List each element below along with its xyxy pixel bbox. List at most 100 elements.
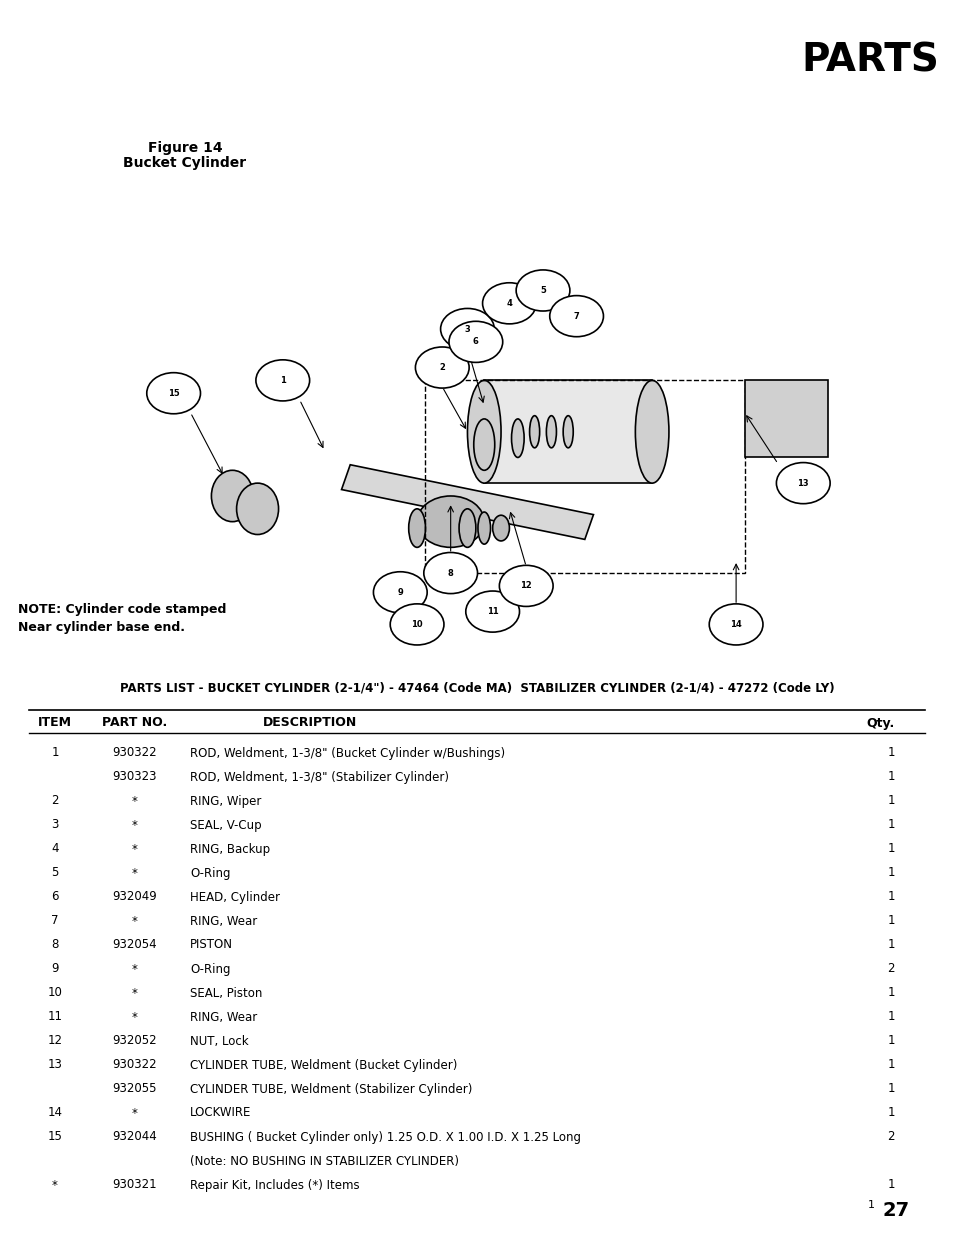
Text: 1: 1 bbox=[867, 1200, 874, 1210]
Text: O-Ring: O-Ring bbox=[190, 867, 231, 879]
Ellipse shape bbox=[467, 380, 500, 483]
Text: 4: 4 bbox=[506, 299, 512, 308]
Text: 6: 6 bbox=[51, 890, 59, 904]
Text: CYLINDER TUBE, Weldment (Bucket Cylinder): CYLINDER TUBE, Weldment (Bucket Cylinder… bbox=[190, 1058, 456, 1072]
Text: *: * bbox=[132, 794, 138, 808]
Text: 932054: 932054 bbox=[112, 939, 157, 951]
Text: 27: 27 bbox=[882, 1200, 909, 1219]
Text: 1: 1 bbox=[886, 890, 894, 904]
Circle shape bbox=[465, 592, 519, 632]
Ellipse shape bbox=[635, 380, 668, 483]
Circle shape bbox=[516, 270, 569, 311]
Ellipse shape bbox=[529, 416, 539, 448]
Text: 3: 3 bbox=[464, 325, 470, 333]
Text: 932049: 932049 bbox=[112, 890, 157, 904]
Text: *: * bbox=[52, 1178, 58, 1192]
Text: 13: 13 bbox=[797, 479, 808, 488]
Text: 1: 1 bbox=[279, 375, 285, 385]
Text: SEAL, V-Cup: SEAL, V-Cup bbox=[190, 819, 261, 831]
Bar bbox=[484, 380, 652, 483]
Text: 932044: 932044 bbox=[112, 1130, 157, 1144]
Circle shape bbox=[776, 463, 829, 504]
FancyBboxPatch shape bbox=[743, 380, 827, 457]
Text: 4: 4 bbox=[51, 842, 59, 856]
Text: *: * bbox=[132, 914, 138, 927]
Text: *: * bbox=[132, 842, 138, 856]
Text: 2: 2 bbox=[439, 363, 445, 372]
Ellipse shape bbox=[511, 419, 523, 457]
Text: 1: 1 bbox=[51, 746, 59, 760]
Text: 14: 14 bbox=[729, 620, 741, 629]
Text: 1: 1 bbox=[886, 939, 894, 951]
Text: 1: 1 bbox=[886, 1178, 894, 1192]
Text: NOTE: Cylinder code stamped
Near cylinder base end.: NOTE: Cylinder code stamped Near cylinde… bbox=[18, 603, 226, 634]
Text: 1: 1 bbox=[886, 819, 894, 831]
Text: Figure 14: Figure 14 bbox=[148, 141, 222, 156]
Circle shape bbox=[255, 359, 310, 401]
Text: PARTS: PARTS bbox=[801, 41, 938, 79]
Circle shape bbox=[549, 295, 603, 337]
Ellipse shape bbox=[492, 515, 509, 541]
Text: 1: 1 bbox=[886, 1058, 894, 1072]
Text: *: * bbox=[132, 867, 138, 879]
Text: (Note: NO BUSHING IN STABILIZER CYLINDER): (Note: NO BUSHING IN STABILIZER CYLINDER… bbox=[190, 1155, 458, 1167]
Circle shape bbox=[423, 552, 477, 594]
Ellipse shape bbox=[562, 416, 573, 448]
Text: O-Ring: O-Ring bbox=[190, 962, 231, 976]
Text: 13: 13 bbox=[48, 1058, 62, 1072]
Ellipse shape bbox=[546, 416, 556, 448]
Text: 930321: 930321 bbox=[112, 1178, 157, 1192]
Text: *: * bbox=[132, 962, 138, 976]
Text: CYLINDER TUBE, Weldment (Stabilizer Cylinder): CYLINDER TUBE, Weldment (Stabilizer Cyli… bbox=[190, 1083, 472, 1095]
Text: ITEM: ITEM bbox=[38, 716, 71, 730]
Text: 8: 8 bbox=[447, 568, 453, 578]
Ellipse shape bbox=[416, 496, 484, 547]
Text: LOCKWIRE: LOCKWIRE bbox=[190, 1107, 251, 1119]
Ellipse shape bbox=[212, 471, 253, 521]
Circle shape bbox=[390, 604, 443, 645]
Circle shape bbox=[373, 572, 427, 613]
Text: RING, Wiper: RING, Wiper bbox=[190, 794, 261, 808]
Text: 12: 12 bbox=[48, 1035, 63, 1047]
Text: HEAD, Cylinder: HEAD, Cylinder bbox=[190, 890, 280, 904]
Ellipse shape bbox=[236, 483, 278, 535]
Text: 8: 8 bbox=[51, 939, 59, 951]
Text: 1: 1 bbox=[886, 771, 894, 783]
Text: 930322: 930322 bbox=[112, 746, 157, 760]
Text: 1: 1 bbox=[886, 794, 894, 808]
Text: NUT, Lock: NUT, Lock bbox=[190, 1035, 249, 1047]
Text: 1: 1 bbox=[886, 867, 894, 879]
Circle shape bbox=[440, 309, 494, 350]
Text: 14: 14 bbox=[48, 1107, 63, 1119]
Text: 930323: 930323 bbox=[112, 771, 157, 783]
Text: ROD, Weldment, 1-3/8" (Bucket Cylinder w/Bushings): ROD, Weldment, 1-3/8" (Bucket Cylinder w… bbox=[190, 746, 504, 760]
Text: 6: 6 bbox=[473, 337, 478, 346]
Circle shape bbox=[449, 321, 502, 362]
Text: 11: 11 bbox=[486, 608, 498, 616]
Text: SEAL, Piston: SEAL, Piston bbox=[190, 987, 262, 999]
Text: 2: 2 bbox=[886, 1130, 894, 1144]
Text: 2: 2 bbox=[886, 962, 894, 976]
Text: 10: 10 bbox=[48, 987, 62, 999]
Text: 2: 2 bbox=[51, 794, 59, 808]
Text: ROD, Weldment, 1-3/8" (Stabilizer Cylinder): ROD, Weldment, 1-3/8" (Stabilizer Cylind… bbox=[190, 771, 449, 783]
Text: 932052: 932052 bbox=[112, 1035, 157, 1047]
Text: *: * bbox=[132, 1107, 138, 1119]
Text: RING, Wear: RING, Wear bbox=[190, 1010, 257, 1024]
Text: RING, Backup: RING, Backup bbox=[190, 842, 270, 856]
Text: Qty.: Qty. bbox=[866, 716, 894, 730]
Circle shape bbox=[415, 347, 469, 388]
Circle shape bbox=[498, 566, 553, 606]
Text: 932055: 932055 bbox=[112, 1083, 157, 1095]
Text: *: * bbox=[132, 987, 138, 999]
Text: 5: 5 bbox=[51, 867, 59, 879]
Text: 15: 15 bbox=[48, 1130, 62, 1144]
Ellipse shape bbox=[458, 509, 476, 547]
Text: BUSHING ( Bucket Cylinder only) 1.25 O.D. X 1.00 I.D. X 1.25 Long: BUSHING ( Bucket Cylinder only) 1.25 O.D… bbox=[190, 1130, 580, 1144]
Circle shape bbox=[147, 373, 200, 414]
Text: 1: 1 bbox=[886, 1083, 894, 1095]
Text: 3: 3 bbox=[51, 819, 59, 831]
Text: 1: 1 bbox=[886, 1035, 894, 1047]
Text: PISTON: PISTON bbox=[190, 939, 233, 951]
Text: 5: 5 bbox=[539, 287, 545, 295]
